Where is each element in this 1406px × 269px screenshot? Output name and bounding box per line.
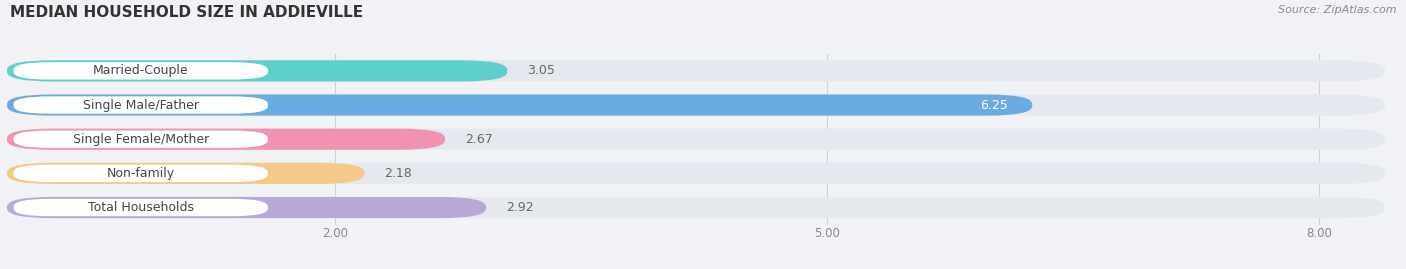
FancyBboxPatch shape xyxy=(7,60,1385,82)
FancyBboxPatch shape xyxy=(14,130,267,148)
Text: Total Households: Total Households xyxy=(87,201,194,214)
Text: 2.92: 2.92 xyxy=(506,201,533,214)
FancyBboxPatch shape xyxy=(7,197,486,218)
FancyBboxPatch shape xyxy=(14,96,267,114)
Text: Non-family: Non-family xyxy=(107,167,174,180)
FancyBboxPatch shape xyxy=(14,199,267,216)
FancyBboxPatch shape xyxy=(7,129,444,150)
Text: 3.05: 3.05 xyxy=(527,64,555,77)
FancyBboxPatch shape xyxy=(7,94,1032,116)
FancyBboxPatch shape xyxy=(14,165,267,182)
FancyBboxPatch shape xyxy=(14,62,267,80)
FancyBboxPatch shape xyxy=(7,163,1385,184)
FancyBboxPatch shape xyxy=(7,197,1385,218)
Text: MEDIAN HOUSEHOLD SIZE IN ADDIEVILLE: MEDIAN HOUSEHOLD SIZE IN ADDIEVILLE xyxy=(10,5,363,20)
Text: Married-Couple: Married-Couple xyxy=(93,64,188,77)
FancyBboxPatch shape xyxy=(7,129,1385,150)
Text: Single Male/Father: Single Male/Father xyxy=(83,98,198,112)
Text: Source: ZipAtlas.com: Source: ZipAtlas.com xyxy=(1278,5,1396,15)
FancyBboxPatch shape xyxy=(7,94,1385,116)
Text: 2.18: 2.18 xyxy=(384,167,412,180)
Text: 2.67: 2.67 xyxy=(464,133,492,146)
FancyBboxPatch shape xyxy=(7,60,508,82)
Text: 6.25: 6.25 xyxy=(980,98,1008,112)
FancyBboxPatch shape xyxy=(7,163,364,184)
Text: Single Female/Mother: Single Female/Mother xyxy=(73,133,209,146)
